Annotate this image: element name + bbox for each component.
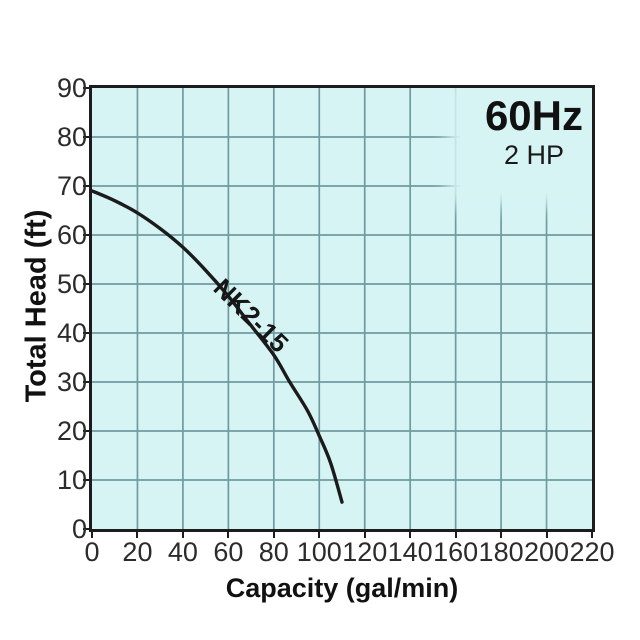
x-tick-label: 200 — [524, 537, 570, 567]
y-tick-label: 30 — [56, 366, 87, 397]
y-tick-mark — [83, 528, 89, 530]
y-tick-label: 0 — [71, 513, 87, 544]
x-tick-mark — [500, 532, 503, 538]
x-tick-label: 80 — [258, 537, 289, 567]
x-tick-mark — [545, 532, 548, 538]
x-tick-label: 180 — [478, 537, 524, 567]
x-tick-label: 60 — [213, 537, 244, 567]
y-tick-mark — [83, 87, 89, 89]
x-tick-label: 160 — [433, 537, 479, 567]
y-tick-label: 10 — [56, 464, 87, 495]
y-tick-mark — [83, 136, 89, 138]
y-tick-mark — [83, 234, 89, 236]
x-tick-label: 40 — [167, 537, 198, 567]
x-axis-title: Capacity (gal/min) — [225, 573, 459, 603]
x-tick-label: 100 — [296, 537, 342, 567]
x-tick-mark — [91, 532, 93, 538]
y-tick-label: 80 — [56, 121, 87, 152]
x-tick-label: 120 — [342, 537, 388, 567]
y-tick-label: 50 — [56, 268, 87, 299]
x-tick-mark — [363, 532, 366, 538]
y-tick-mark — [83, 430, 89, 432]
x-tick-mark — [136, 532, 139, 538]
frequency-label: 60Hz — [484, 92, 583, 139]
y-tick-label: 90 — [56, 72, 87, 103]
y-tick-label: 20 — [56, 415, 87, 446]
x-tick-mark — [454, 532, 457, 538]
y-tick-mark — [83, 185, 89, 187]
x-tick-mark — [227, 532, 230, 538]
x-tick-label: 140 — [387, 537, 433, 567]
x-tick-mark — [591, 532, 593, 538]
y-tick-mark — [83, 332, 89, 334]
x-tick-mark — [409, 532, 412, 538]
annotation-backdrop — [460, 88, 592, 194]
x-tick-label: 220 — [569, 537, 615, 567]
x-tick-mark — [318, 532, 321, 538]
y-tick-label: 70 — [56, 170, 87, 201]
x-tick-mark — [272, 532, 275, 538]
grid-and-curve-canvas — [92, 88, 592, 529]
y-tick-label: 40 — [56, 317, 87, 348]
pump-curve — [92, 189, 344, 504]
annotation-block: 60Hz 2 HP — [484, 92, 583, 171]
y-tick-mark — [83, 283, 89, 285]
x-tick-label: 0 — [84, 537, 100, 567]
y-tick-mark — [83, 381, 89, 383]
y-tick-mark — [83, 479, 89, 481]
y-tick-label: 60 — [56, 219, 87, 250]
x-tick-mark — [181, 532, 184, 538]
plot-area: 60Hz 2 HP NK2-15 — [89, 85, 595, 532]
horsepower-label: 2 HP — [503, 140, 564, 171]
x-tick-label: 20 — [122, 537, 153, 567]
